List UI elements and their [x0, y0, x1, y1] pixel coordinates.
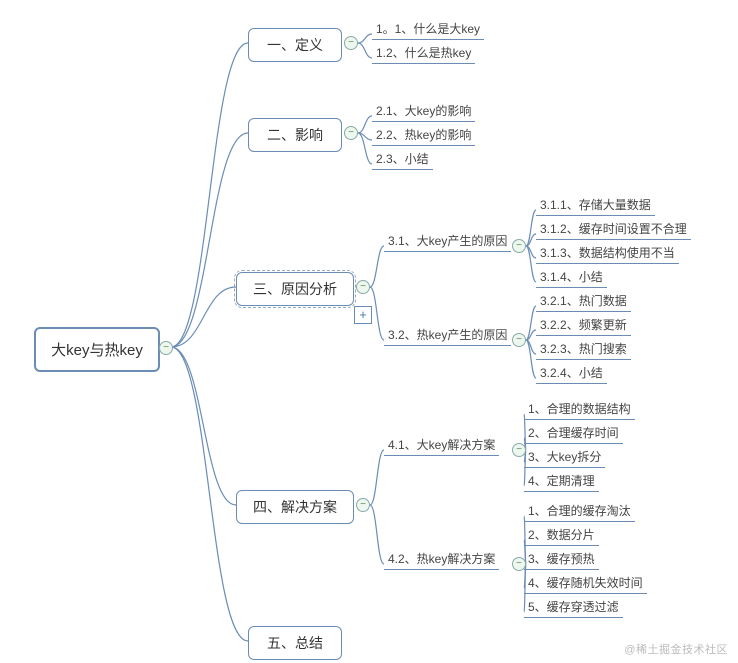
toggle-icon[interactable]: − [356, 280, 370, 294]
sub-node[interactable]: 3.2、热key产生的原因 [384, 326, 511, 346]
sub-node[interactable]: 3.1、大key产生的原因 [384, 232, 511, 252]
leaf-node[interactable]: 3、缓存预热 [524, 550, 599, 570]
toggle-icon[interactable]: − [512, 239, 526, 253]
leaf-node[interactable]: 3.1.2、缓存时间设置不合理 [536, 220, 691, 240]
leaf-node[interactable]: 3.2.3、热门搜索 [536, 340, 631, 360]
root-node[interactable]: 大key与热key [34, 327, 160, 372]
expand-plus-icon[interactable]: + [354, 306, 372, 324]
leaf-node[interactable]: 3.1.3、数据结构使用不当 [536, 244, 679, 264]
toggle-icon[interactable]: − [356, 498, 370, 512]
leaf-node[interactable]: 4、缓存随机失效时间 [524, 574, 647, 594]
sub-node[interactable]: 4.2、热key解决方案 [384, 550, 499, 570]
leaf-node[interactable]: 1、合理的数据结构 [524, 400, 635, 420]
leaf-node[interactable]: 3、大key拆分 [524, 448, 605, 468]
toggle-icon[interactable]: − [344, 126, 358, 140]
sub-node[interactable]: 4.1、大key解决方案 [384, 436, 499, 456]
toggle-icon[interactable]: − [344, 36, 358, 50]
branch-label: 五、总结 [267, 635, 323, 651]
toggle-icon-root[interactable]: − [159, 341, 173, 355]
leaf-node[interactable]: 4、定期清理 [524, 472, 599, 492]
leaf-node[interactable]: 5、缓存穿透过滤 [524, 598, 623, 618]
branch-label: 四、解决方案 [253, 499, 337, 515]
leaf-node[interactable]: 2.3、小结 [372, 150, 433, 170]
leaf-node[interactable]: 2、合理缓存时间 [524, 424, 623, 444]
leaf-node[interactable]: 2、数据分片 [524, 526, 599, 546]
branch-node[interactable]: 四、解决方案 [236, 490, 354, 524]
leaf-node[interactable]: 3.2.1、热门数据 [536, 292, 631, 312]
leaf-node[interactable]: 1、合理的缓存淘汰 [524, 502, 635, 522]
leaf-node[interactable]: 1。1、什么是大key [372, 20, 484, 40]
branch-node[interactable]: 三、原因分析 [236, 272, 354, 306]
root-label: 大key与热key [51, 342, 143, 359]
leaf-node[interactable]: 2.1、大key的影响 [372, 102, 475, 122]
branch-node[interactable]: 一、定义 [248, 28, 342, 62]
branch-label: 二、影响 [267, 127, 323, 143]
leaf-node[interactable]: 2.2、热key的影响 [372, 126, 475, 146]
leaf-node[interactable]: 1.2、什么是热key [372, 44, 475, 64]
toggle-icon[interactable]: − [512, 333, 526, 347]
leaf-node[interactable]: 3.1.4、小结 [536, 268, 607, 288]
branch-node[interactable]: 五、总结 [248, 626, 342, 660]
leaf-node[interactable]: 3.1.1、存储大量数据 [536, 196, 655, 216]
leaf-node[interactable]: 3.2.4、小结 [536, 364, 607, 384]
watermark-text: @稀土掘金技术社区 [624, 641, 728, 657]
leaf-node[interactable]: 3.2.2、频繁更新 [536, 316, 631, 336]
branch-node[interactable]: 二、影响 [248, 118, 342, 152]
branch-label: 三、原因分析 [253, 281, 337, 297]
branch-label: 一、定义 [267, 37, 323, 53]
